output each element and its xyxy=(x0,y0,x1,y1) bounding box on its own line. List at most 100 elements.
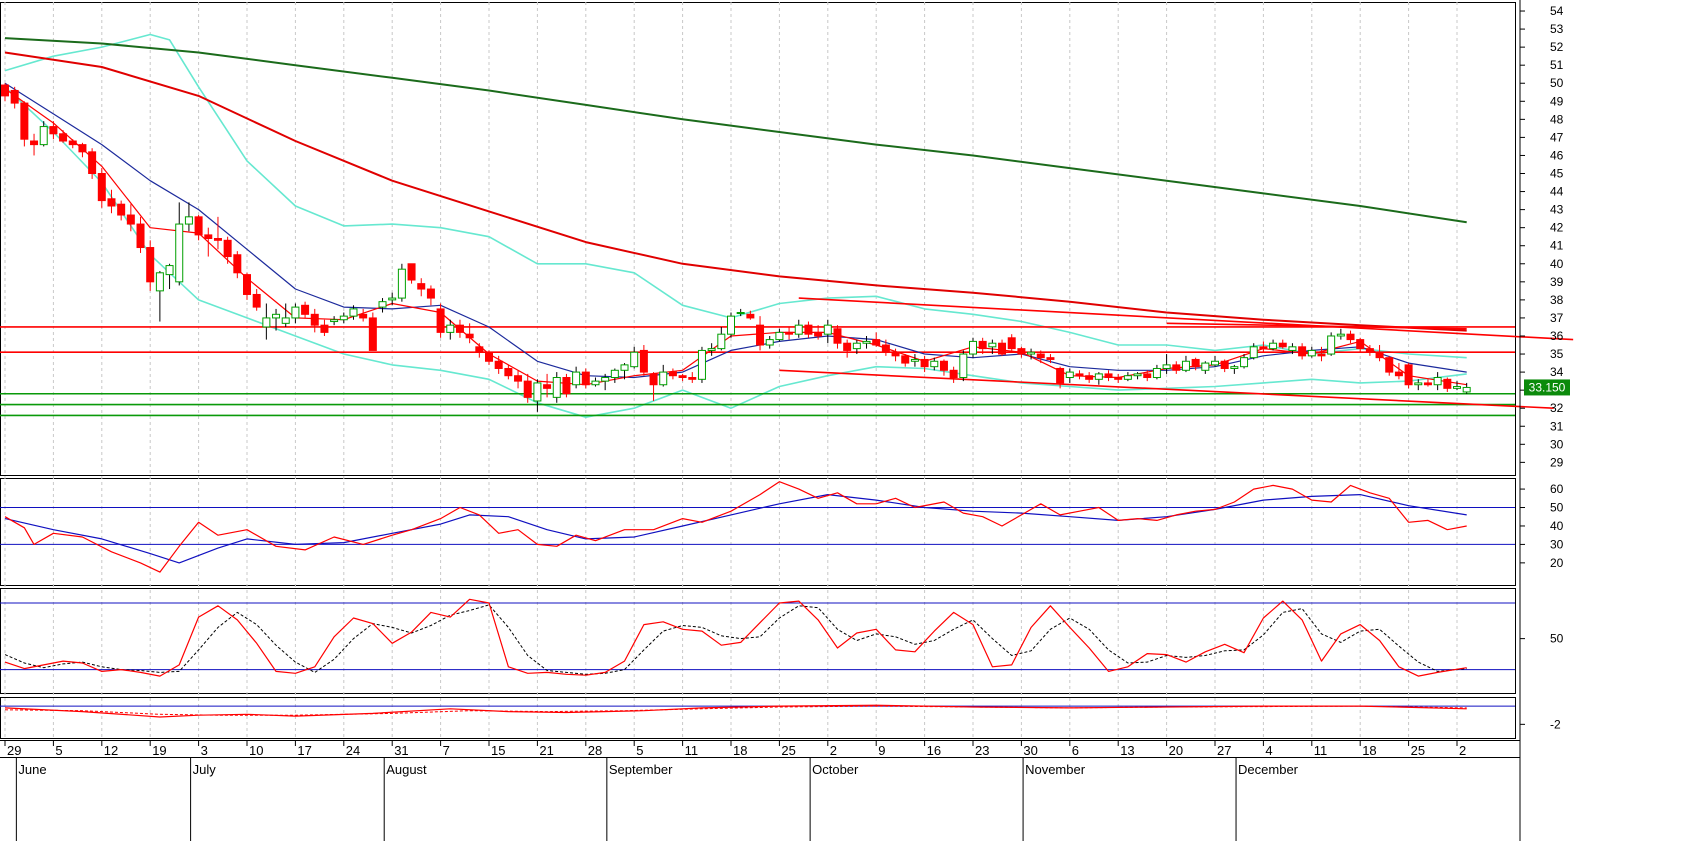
candle xyxy=(610,368,619,383)
candle xyxy=(746,310,755,320)
candle-body xyxy=(378,301,387,308)
candle xyxy=(804,321,813,338)
candle xyxy=(562,373,571,398)
candle xyxy=(1346,330,1355,344)
candle xyxy=(1220,359,1229,373)
short-ma-red-line xyxy=(4,88,1467,386)
candle-body xyxy=(88,151,97,175)
last-price-tag-background xyxy=(1524,379,1570,396)
candle xyxy=(49,121,58,140)
candle xyxy=(969,337,977,358)
candle-body xyxy=(1356,339,1365,350)
candle-body xyxy=(455,324,464,333)
x-axis-day-label: 18 xyxy=(1362,743,1376,758)
candle-body xyxy=(1453,386,1461,389)
candle-body xyxy=(1404,364,1413,386)
candle-body xyxy=(988,342,997,348)
candle-body xyxy=(1259,346,1268,350)
candle-body xyxy=(1104,373,1113,379)
candle xyxy=(126,204,135,232)
candle xyxy=(939,359,948,376)
candle xyxy=(165,263,174,290)
candle xyxy=(233,251,242,279)
candle-body xyxy=(581,371,590,386)
candle-body xyxy=(20,102,29,140)
candle-body xyxy=(1075,373,1084,377)
candle-body xyxy=(1433,377,1442,386)
candle xyxy=(426,285,435,306)
candle xyxy=(514,370,523,389)
candle-body xyxy=(59,133,68,142)
candle xyxy=(1356,337,1365,353)
rsi-line xyxy=(4,481,1467,573)
candle-body xyxy=(10,89,19,104)
candle xyxy=(359,308,368,322)
candle xyxy=(184,202,193,232)
candle xyxy=(736,308,745,317)
candle xyxy=(97,168,106,208)
candle xyxy=(446,319,455,340)
candle-body xyxy=(1123,375,1132,380)
candle-body xyxy=(852,342,861,350)
candle xyxy=(1104,370,1113,382)
candle xyxy=(988,339,997,355)
candle-body xyxy=(930,360,939,368)
candle xyxy=(1046,354,1055,364)
candle-body xyxy=(814,331,823,337)
candle xyxy=(339,312,348,324)
candle-body xyxy=(872,339,881,346)
x-axis-day-label: 15 xyxy=(491,743,505,758)
candle-body xyxy=(1375,351,1384,359)
candle-body xyxy=(668,371,677,377)
candle-body xyxy=(939,360,948,371)
candle xyxy=(155,270,164,322)
candle xyxy=(794,319,803,338)
candle xyxy=(504,364,513,380)
candle xyxy=(833,325,842,349)
candle xyxy=(1181,355,1190,373)
candle-body xyxy=(30,140,39,146)
candle xyxy=(659,364,668,387)
candle-body xyxy=(504,367,513,377)
candle-body xyxy=(775,331,784,341)
rsi-axis-tick-label: 50 xyxy=(1550,501,1564,515)
price-axis-tick-label: 39 xyxy=(1550,275,1564,289)
candle-body xyxy=(891,351,900,357)
candle xyxy=(1423,379,1432,387)
candle xyxy=(707,343,716,356)
candle-body xyxy=(330,319,339,323)
candle-body xyxy=(688,377,697,380)
x-axis-day-label: 16 xyxy=(927,743,941,758)
x-axis-month-label: August xyxy=(386,762,427,777)
candle-body xyxy=(107,198,116,207)
macd-panel-frame xyxy=(0,697,1516,739)
x-axis-month-label: July xyxy=(193,762,217,777)
candle-body xyxy=(969,340,977,355)
candle-body xyxy=(978,340,987,350)
candle-body xyxy=(630,351,639,368)
candle xyxy=(959,350,968,382)
x-axis-day-label: 18 xyxy=(733,743,747,758)
candle xyxy=(1133,372,1142,380)
x-axis-month-label: December xyxy=(1238,762,1299,777)
candle xyxy=(1404,363,1413,389)
candle xyxy=(727,312,735,338)
candle xyxy=(30,133,39,156)
candle-body xyxy=(1007,337,1016,350)
candle xyxy=(949,366,958,383)
x-axis-day-label: 20 xyxy=(1169,743,1183,758)
candle xyxy=(697,346,706,383)
candle-body xyxy=(1201,362,1210,371)
candle-body xyxy=(1056,367,1065,384)
price-axis-tick-label: 32 xyxy=(1550,401,1564,415)
candle xyxy=(1191,357,1200,371)
candle xyxy=(349,305,358,320)
candle xyxy=(1162,354,1171,374)
candle xyxy=(1201,361,1210,374)
x-axis-day-label: 2 xyxy=(1459,743,1466,758)
x-axis-day-label: 3 xyxy=(201,743,208,758)
x-axis-day-label: 19 xyxy=(152,743,166,758)
candle-body xyxy=(68,140,77,146)
price-axis-tick-label: 37 xyxy=(1550,311,1564,325)
